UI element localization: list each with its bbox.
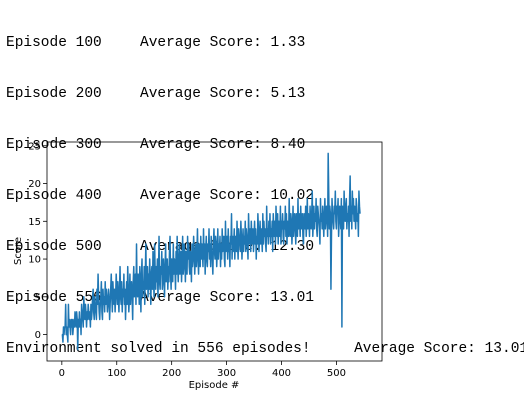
x-tick-label: 300	[217, 368, 236, 379]
score-series-line	[61, 152, 361, 351]
log-line-3: Episode 300 Average Score: 8.40	[6, 137, 524, 154]
x-tick-label: 200	[162, 368, 181, 379]
log-score: Average Score: 10.02	[140, 188, 315, 204]
y-axis-label: Score	[13, 237, 24, 265]
log-score: Average Score: 13.01	[140, 290, 315, 306]
x-axis: 0 100 200 300 400 500	[59, 361, 346, 379]
y-tick-label: 20	[28, 179, 41, 190]
log-episode: Episode 400	[6, 188, 102, 204]
log-line-1: Episode 100 Average Score: 1.33	[6, 35, 524, 52]
solved-text: Environment solved in 556 episodes! Aver…	[6, 341, 524, 357]
x-tick-label: 0	[59, 368, 65, 379]
log-episode: Episode 500	[6, 239, 102, 255]
log-line-2: Episode 200 Average Score: 5.13	[6, 86, 524, 103]
log-score: Average Score: 8.40	[140, 137, 306, 153]
log-episode: Episode 200	[6, 86, 102, 102]
y-tick-label: 15	[28, 217, 41, 228]
y-tick-label: 25	[28, 141, 41, 152]
x-axis-label: Episode #	[189, 380, 240, 391]
log-episode: Episode 300	[6, 137, 102, 153]
log-episode: Episode 100	[6, 35, 102, 51]
log-score: Average Score: 5.13	[140, 86, 306, 102]
x-tick-label: 400	[272, 368, 291, 379]
log-score: Average Score: 1.33	[140, 35, 306, 51]
y-tick-label: 10	[28, 255, 41, 266]
solved-message: Environment solved in 556 episodes! Aver…	[6, 341, 524, 358]
y-axis: 0 5 10 15 20 25	[28, 141, 47, 341]
y-tick-label: 0	[35, 330, 41, 341]
x-tick-label: 500	[327, 368, 346, 379]
y-tick-label: 5	[35, 292, 41, 303]
x-tick-label: 100	[107, 368, 126, 379]
log-line-4: Episode 400 Average Score: 10.02	[6, 188, 524, 205]
plot-frame	[46, 141, 383, 362]
